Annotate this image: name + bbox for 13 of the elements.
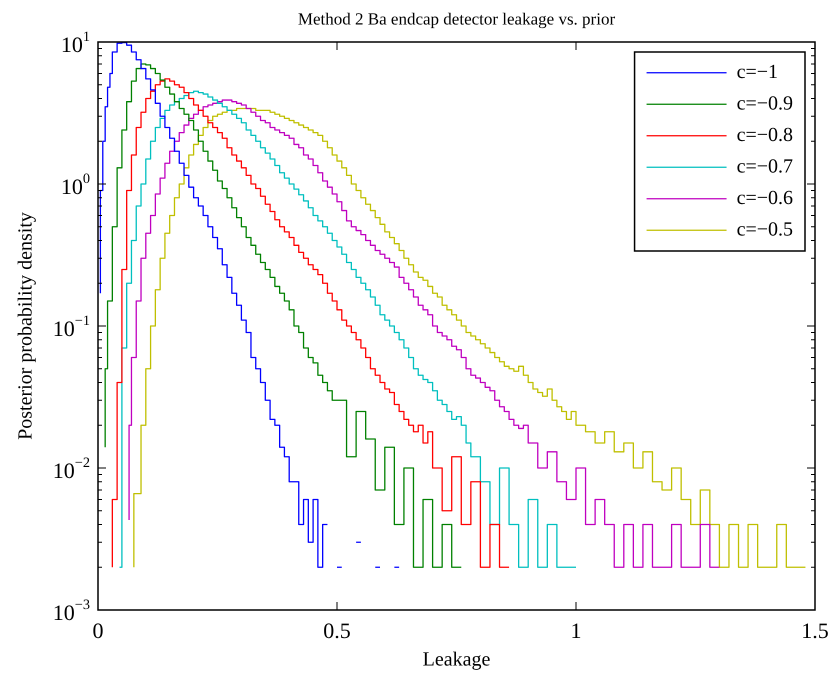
x-tick-label: 1 [570,618,582,643]
y-axis-title: Posterior probability density [14,212,36,440]
x-tick-label: 0 [92,618,104,643]
x-axis-title: Leakage [422,648,490,670]
legend-label: c=−0.9 [736,92,793,114]
x-tick-label: 0.5 [323,618,351,643]
x-tick-label: 1.5 [801,618,829,643]
legend-label: c=−1 [736,61,778,83]
chart-title: Method 2 Ba endcap detector leakage vs. prior [298,9,616,28]
legend-label: c=−0.5 [736,218,793,240]
legend-label: c=−0.7 [736,156,793,178]
legend-label: c=−0.6 [736,187,793,209]
legend-label: c=−0.8 [736,124,793,146]
